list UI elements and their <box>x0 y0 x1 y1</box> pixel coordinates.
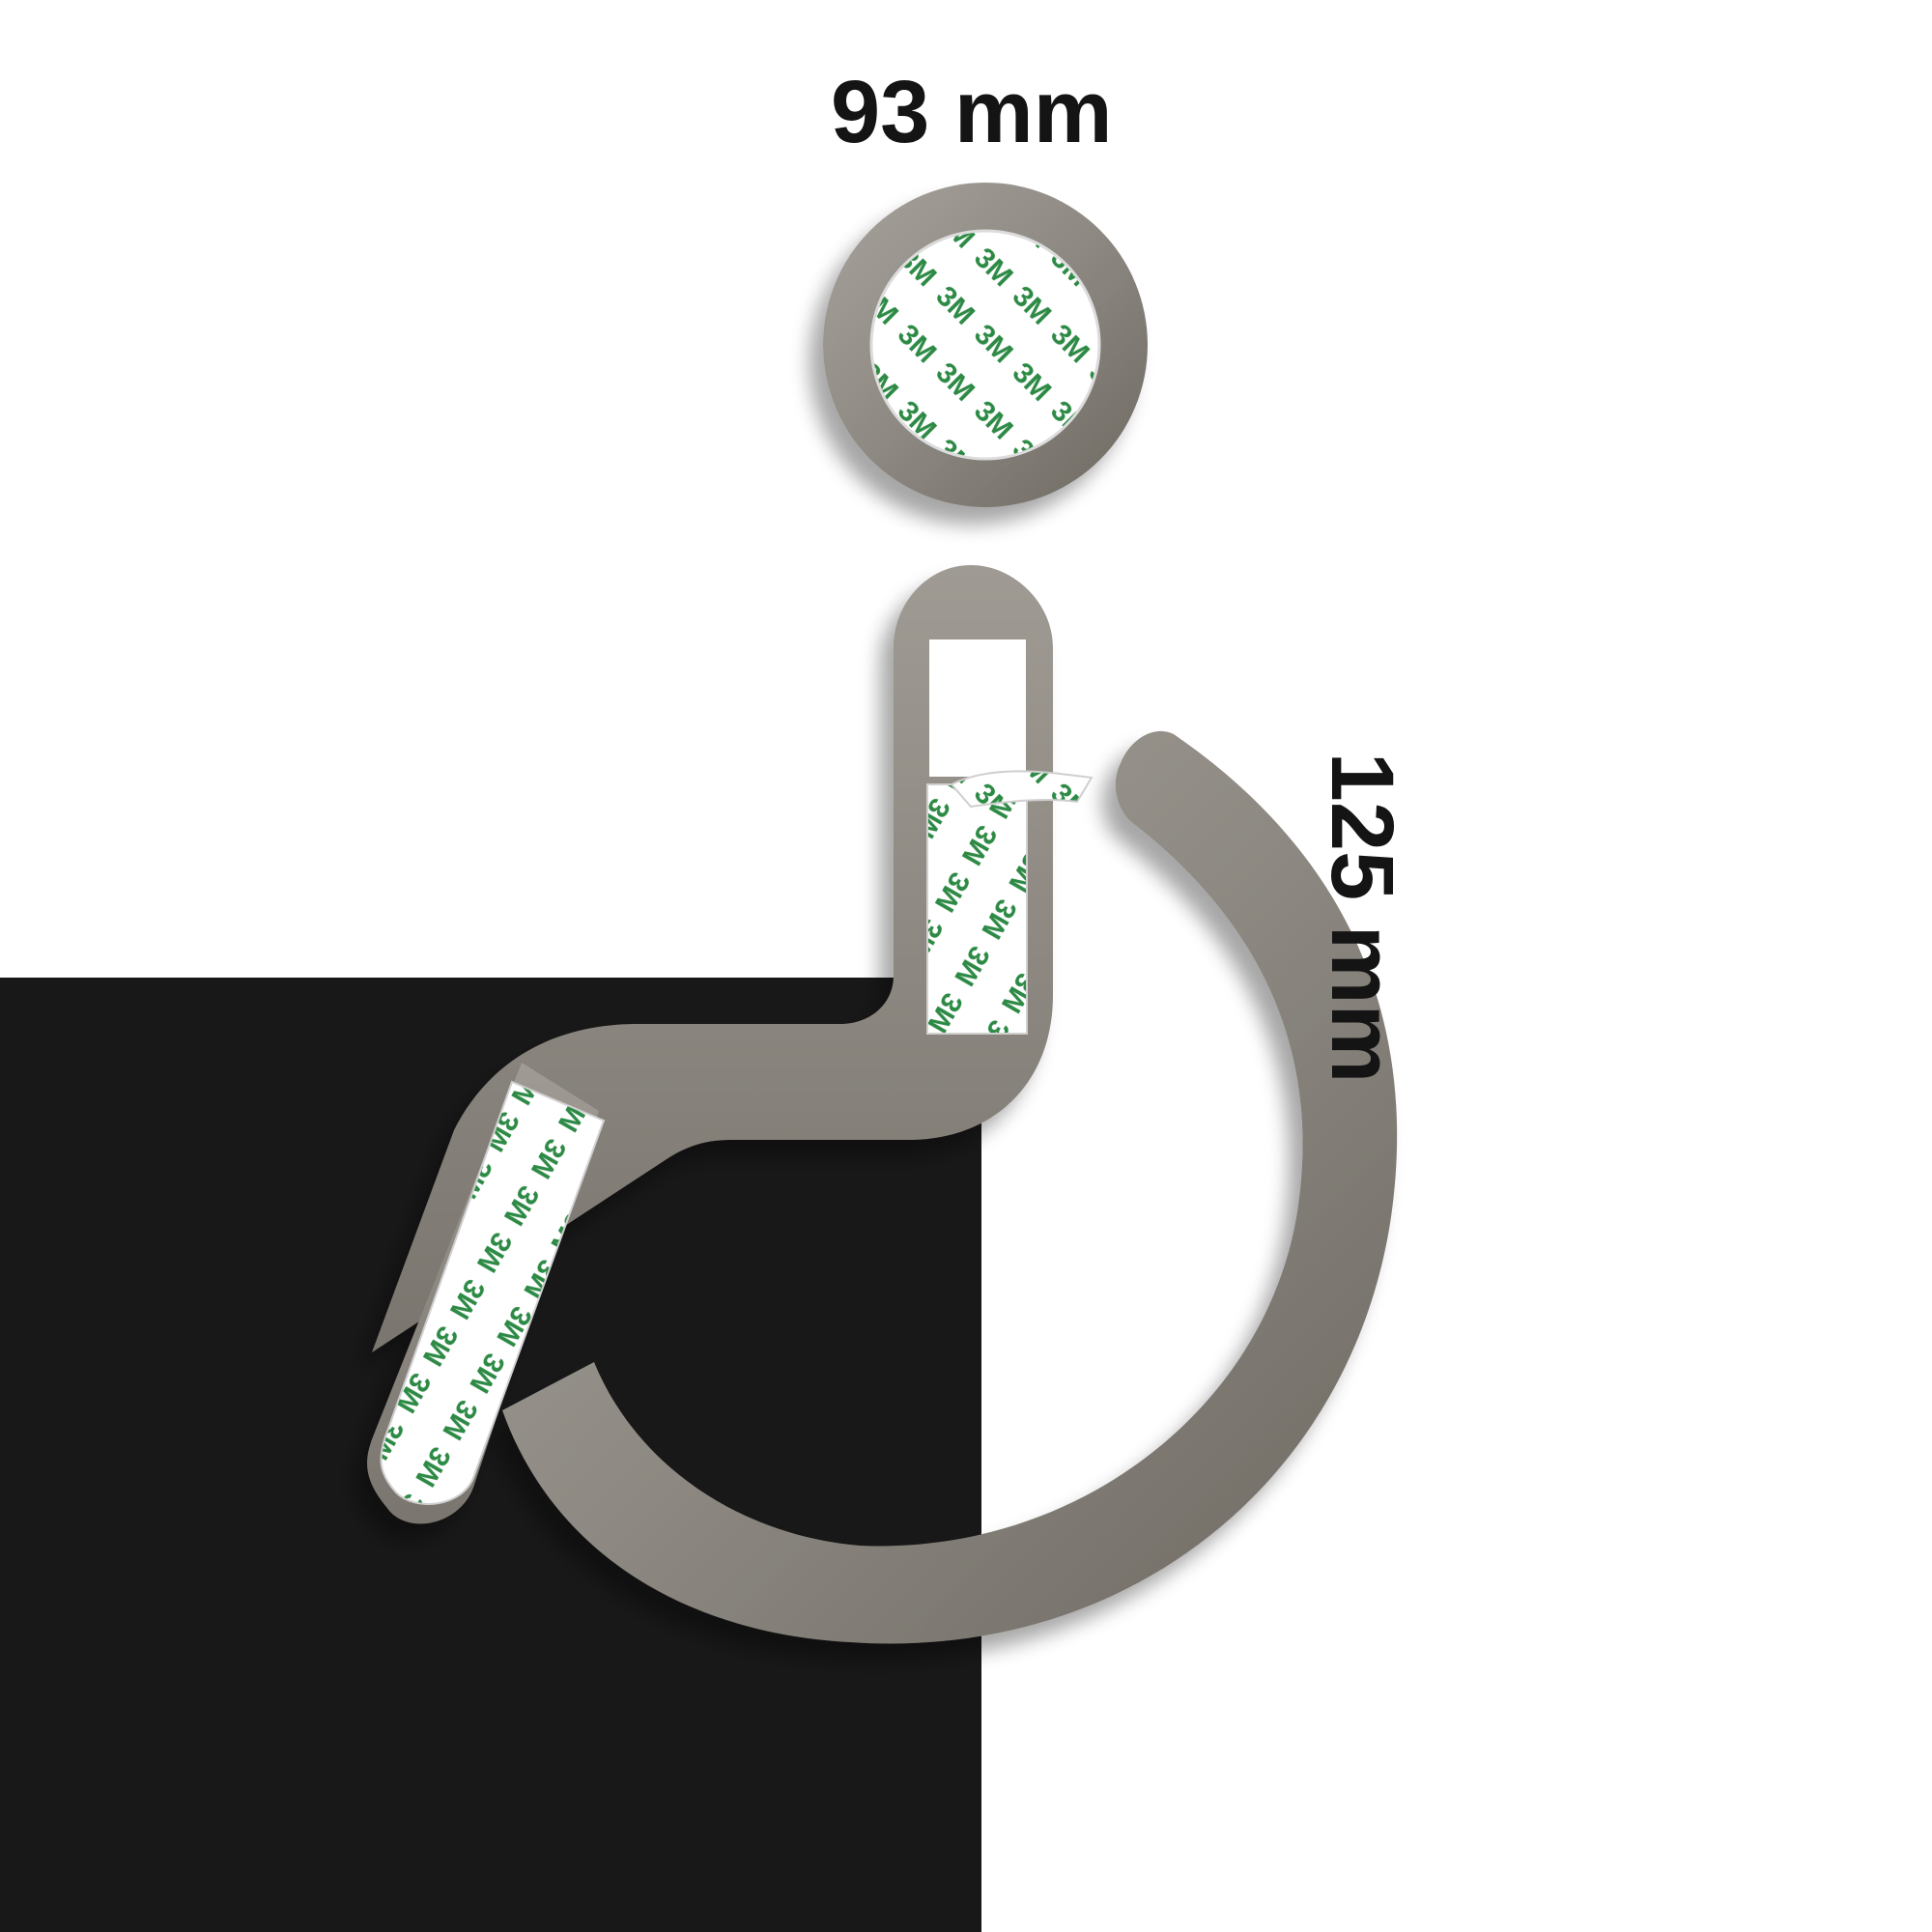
leg-tape <box>380 1080 606 1505</box>
width-dimension-label: 93 mm <box>831 63 1113 161</box>
height-dimension-label: 125 mm <box>1313 752 1411 1084</box>
back-tape <box>926 770 1094 1035</box>
back-slot <box>929 639 1026 777</box>
head-tape <box>869 229 1101 461</box>
